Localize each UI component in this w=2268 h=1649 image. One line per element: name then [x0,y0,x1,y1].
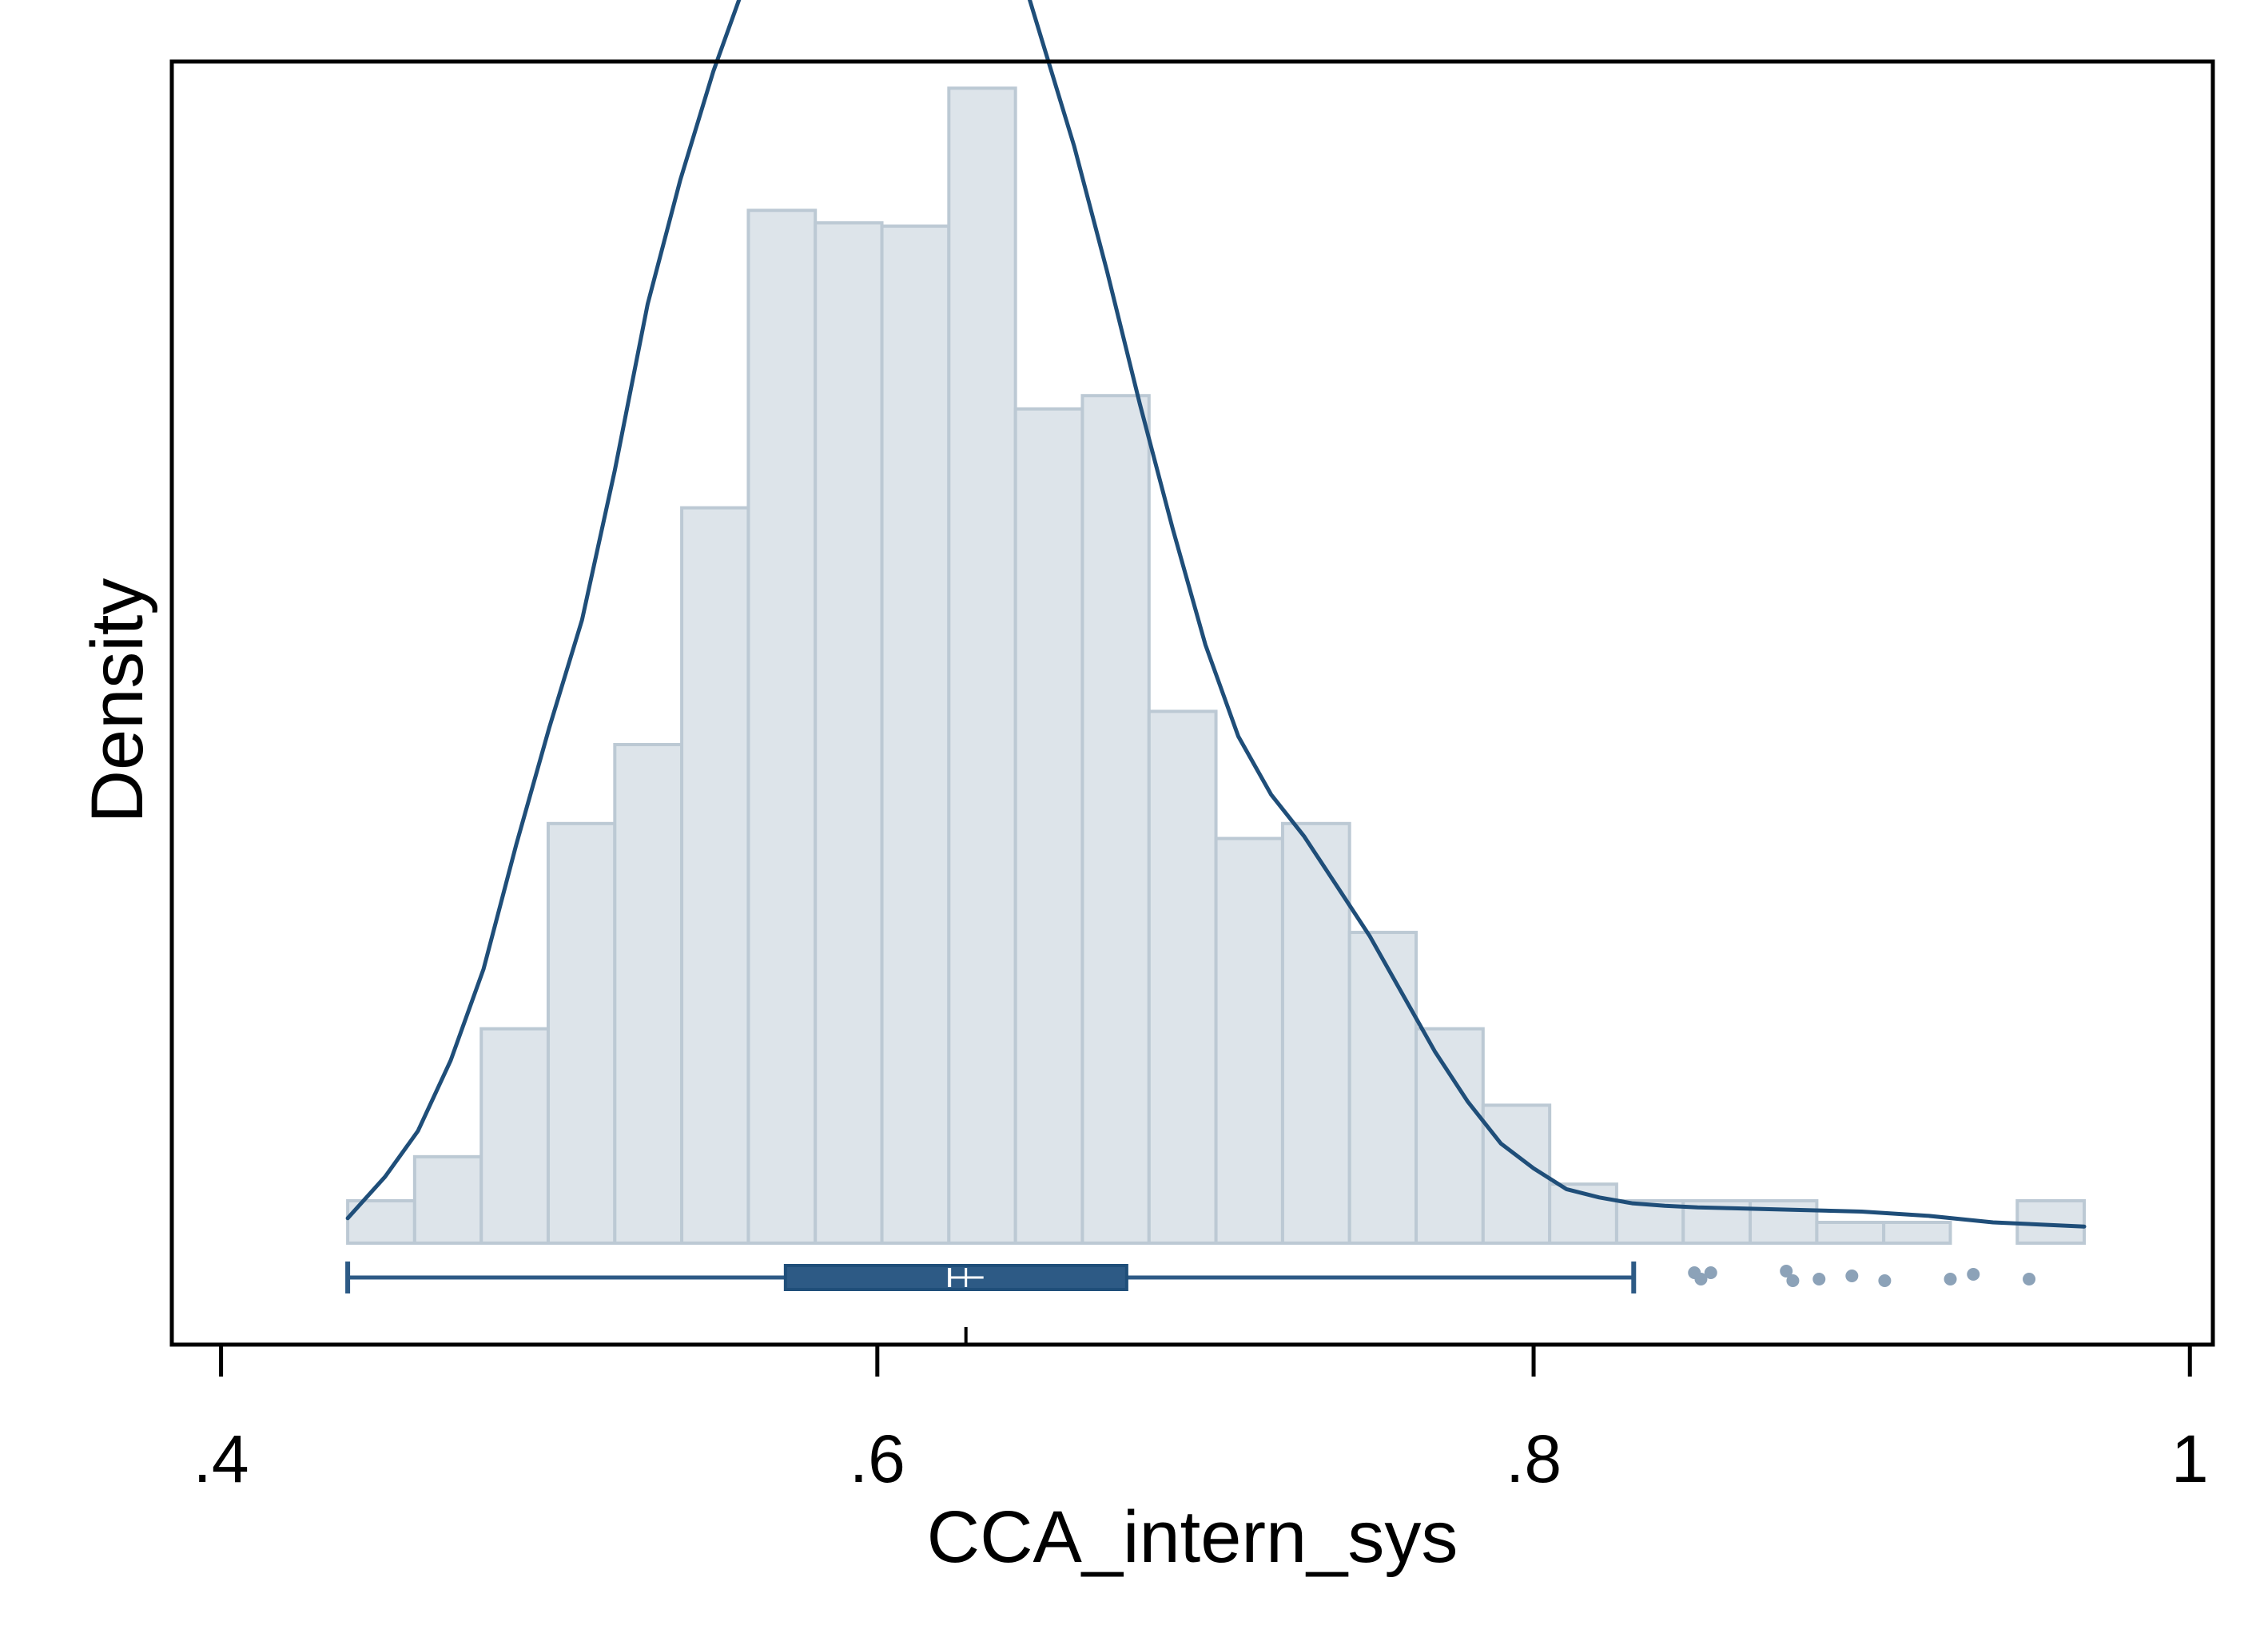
outlier-point-11 [2023,1273,2036,1285]
density-curve-layer [345,0,2087,1229]
histogram-bar-10 [947,86,1017,1245]
x-tick-label-4: 1 [2171,1421,2209,1496]
histogram-bar-24 [1882,1221,1952,1245]
outlier-point-7 [1845,1270,1859,1282]
histogram-bar-7 [746,209,818,1245]
histogram-bar-15 [1280,821,1351,1246]
outlier-point-6 [1812,1273,1826,1285]
histogram-bar-17 [1415,1027,1485,1246]
histogram-bar-3 [479,1027,550,1246]
histogram-bar-14 [1214,836,1284,1246]
x-tick-label-2: .6 [850,1421,905,1496]
outlier-point-3 [1704,1266,1717,1279]
outlier-point-4 [1780,1265,1793,1277]
histogram-bar-9 [880,225,951,1245]
box-plot [345,1262,1637,1293]
histogram-bar-23 [1815,1221,1886,1245]
histogram-bar-11 [1013,407,1084,1246]
histogram-bar-16 [1347,931,1418,1246]
histogram-bar-12 [1080,394,1151,1246]
y-axis-title: Density [77,578,158,824]
histogram-bar-8 [814,221,884,1245]
histogram-bar-2 [412,1154,483,1245]
density-curve [345,0,2087,1229]
outlier-point-10 [1967,1268,1980,1281]
plot-frame [169,59,2215,1347]
x-tick-label-1: .4 [193,1421,249,1496]
histogram-bar-5 [613,743,684,1245]
x-axis-title: CCA_intern_sys [927,1496,1458,1578]
box-plot-outliers [1688,1265,2036,1287]
x-tick-label-3: .8 [1506,1421,1562,1496]
histogram-bar-13 [1147,709,1218,1245]
histogram-bar-6 [680,506,750,1245]
outlier-point-8 [1878,1274,1892,1287]
x-axis: .4 .6 .8 1 [193,1327,2209,1496]
outlier-point-2 [1694,1273,1708,1285]
outlier-point-5 [1786,1274,1800,1287]
histogram-bar-18 [1481,1103,1552,1245]
histogram-bar-4 [546,821,617,1246]
histogram-bars [346,86,2087,1246]
outlier-point-9 [1944,1273,1957,1285]
